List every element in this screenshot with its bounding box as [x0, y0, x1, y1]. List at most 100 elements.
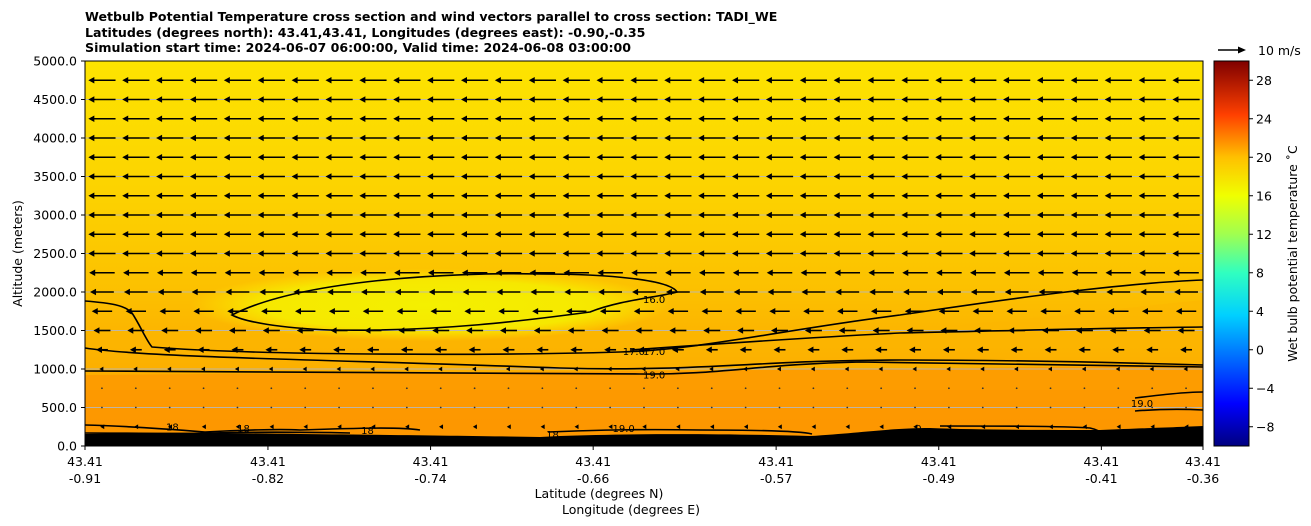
wind-vector	[710, 424, 715, 430]
wind-vector	[872, 327, 890, 334]
wind-vector	[901, 211, 929, 219]
wind-vector	[364, 327, 382, 334]
wind-vector	[767, 288, 792, 296]
wind-vector	[122, 211, 150, 219]
wind-vector	[765, 96, 794, 103]
wind-vector	[189, 211, 218, 219]
wind-vector	[201, 366, 206, 372]
colorbar-tick-label: 20	[1256, 150, 1272, 165]
wind-vector	[439, 387, 442, 390]
wind-vector	[838, 327, 856, 334]
wind-vector	[833, 192, 861, 199]
title-line-3: Simulation start time: 2024-06-07 06:00:…	[85, 40, 632, 56]
wind-vector	[875, 346, 888, 353]
wind-vector	[296, 327, 314, 334]
wind-vector	[1104, 173, 1132, 180]
wind-vector	[259, 288, 284, 296]
wind-vector	[236, 387, 239, 390]
wind-vector	[776, 366, 781, 372]
wind-vector	[778, 387, 781, 390]
wind-vector	[404, 366, 409, 372]
wind-vector	[494, 77, 523, 84]
contour-label: 0	[915, 424, 921, 435]
wind-vector	[234, 366, 239, 372]
wind-vector	[427, 269, 454, 276]
wind-vector	[394, 269, 420, 276]
xtick-lon-label: -0.57	[760, 471, 792, 486]
wind-vector	[1183, 366, 1188, 372]
xtick-lon-label: -0.36	[1187, 471, 1219, 486]
wind-vector	[972, 308, 993, 315]
wind-vector	[528, 154, 556, 161]
wind-vector	[393, 77, 421, 84]
wind-vector	[799, 154, 827, 161]
wind-vector	[1003, 96, 1031, 103]
wind-vector	[330, 327, 348, 334]
wind-vector	[942, 346, 955, 353]
wind-vector	[462, 288, 487, 296]
wind-vector	[766, 269, 793, 276]
wind-vector	[744, 387, 747, 390]
wind-vector	[1036, 211, 1065, 219]
wind-vector	[1174, 288, 1198, 296]
wind-vector	[969, 96, 997, 103]
wind-vector	[837, 308, 858, 315]
wind-vector	[1104, 77, 1132, 84]
wind-vector	[432, 327, 450, 334]
wind-vector	[641, 366, 646, 372]
wind-vector	[393, 115, 421, 122]
wind-vector	[189, 173, 218, 180]
contour-17	[85, 279, 1203, 356]
wind-vector	[608, 424, 613, 430]
wind-vector	[1177, 327, 1195, 334]
wind-vector	[291, 173, 319, 180]
wind-vector	[1112, 346, 1125, 353]
wind-vector	[325, 154, 353, 161]
wind-vector	[540, 424, 545, 430]
wind-vector	[400, 346, 413, 353]
wind-vector	[257, 173, 285, 180]
wind-vector	[156, 134, 184, 142]
wind-vector	[1138, 192, 1166, 199]
wind-vector	[528, 211, 556, 219]
wind-vector	[765, 115, 794, 122]
wind-vector	[134, 387, 137, 390]
wind-vector	[427, 173, 455, 180]
terrain	[85, 426, 1203, 446]
wind-vector	[427, 96, 455, 103]
contour-label: 19.0	[613, 424, 635, 435]
wind-vector	[664, 77, 692, 84]
wind-vector	[969, 115, 997, 122]
wind-vector	[801, 288, 826, 296]
wind-vector	[1003, 211, 1031, 219]
wind-vector	[812, 406, 815, 409]
wind-vector	[93, 327, 111, 334]
wind-vector	[902, 269, 928, 276]
wind-vector	[878, 366, 883, 372]
wind-vector	[461, 269, 488, 276]
wind-vector	[189, 250, 218, 257]
wind-vector	[393, 173, 421, 180]
wind-vector	[202, 387, 205, 390]
y-axis-label: Altitude (meters)	[10, 200, 25, 307]
wind-vector	[935, 211, 963, 219]
wind-vector	[257, 115, 285, 122]
wind-vector	[1172, 154, 1200, 161]
ytick-label: 1500.0	[33, 323, 77, 338]
wind-vector	[257, 192, 285, 199]
wind-vector	[969, 154, 997, 161]
wind-vector	[981, 424, 986, 430]
wind-vector	[630, 173, 658, 180]
wind-vector	[1138, 173, 1166, 180]
wind-vector	[1075, 327, 1093, 334]
wind-vector	[1151, 406, 1154, 409]
wind-vector	[765, 154, 794, 161]
wind-vector	[1070, 211, 1099, 219]
wind-vector	[630, 154, 658, 161]
wind-vector	[845, 424, 850, 430]
wind-vector	[841, 346, 854, 353]
wind-vector	[1038, 288, 1063, 296]
wind-vector	[1175, 308, 1197, 315]
wind-vector	[564, 288, 589, 296]
wind-vector	[1003, 192, 1031, 199]
